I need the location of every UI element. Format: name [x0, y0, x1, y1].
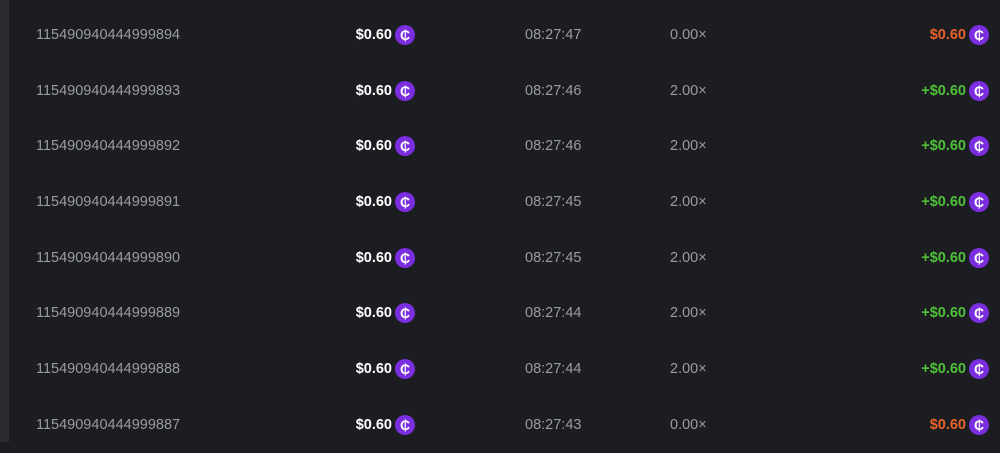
bet-multiplier: 0.00× — [670, 416, 707, 433]
bet-time: 08:27:46 — [525, 82, 582, 99]
bet-time: 08:27:46 — [525, 138, 582, 155]
bet-time: 08:27:43 — [525, 416, 582, 433]
bet-time: 08:27:45 — [525, 249, 582, 266]
bet-multiplier: 2.00× — [670, 360, 707, 377]
bet-payout: +$0.60 ₵ — [921, 191, 989, 212]
cent-coin-icon: ₵ — [969, 247, 989, 268]
bet-multiplier: 2.00× — [670, 82, 707, 99]
cent-coin-icon: ₵ — [969, 24, 989, 45]
bet-time: 08:27:44 — [525, 305, 582, 322]
bet-id: 115490940444999892 — [36, 138, 181, 155]
bet-payout: +$0.60 ₵ — [921, 247, 989, 268]
bet-multiplier: 2.00× — [670, 249, 707, 266]
table-row[interactable]: 115490940444999892 $0.60 ₵ 08:27:46 2.00×… — [9, 118, 1000, 174]
cent-coin-icon: ₵ — [969, 303, 989, 324]
bet-amount-value: $0.60 — [355, 26, 392, 43]
table-row[interactable]: 115490940444999894 $0.60 ₵ 08:27:47 0.00×… — [9, 7, 1000, 63]
bet-amount: $0.60 ₵ — [355, 24, 415, 45]
bet-payout-value: +$0.60 — [921, 249, 966, 266]
cent-coin-icon: ₵ — [395, 303, 415, 324]
bet-amount-value: $0.60 — [355, 193, 392, 210]
bet-multiplier: 2.00× — [670, 305, 707, 322]
bet-id: 115490940444999893 — [36, 82, 181, 99]
table-row[interactable]: 115490940444999887 $0.60 ₵ 08:27:43 0.00×… — [9, 397, 1000, 453]
cent-coin-icon: ₵ — [395, 247, 415, 268]
sidebar-edge — [0, 0, 9, 442]
bet-amount: $0.60 ₵ — [355, 414, 415, 435]
table-row[interactable]: 115490940444999888 $0.60 ₵ 08:27:44 2.00×… — [9, 341, 1000, 397]
bet-payout: $0.60 ₵ — [929, 24, 989, 45]
cent-coin-icon: ₵ — [969, 80, 989, 101]
bets-table: 115490940444999894 $0.60 ₵ 08:27:47 0.00×… — [9, 7, 1000, 453]
bet-payout-value: +$0.60 — [921, 138, 966, 155]
bet-payout: +$0.60 ₵ — [921, 136, 989, 157]
bet-amount: $0.60 ₵ — [355, 247, 415, 268]
bet-multiplier: 2.00× — [670, 193, 707, 210]
bet-payout-value: $0.60 — [929, 26, 966, 43]
bet-multiplier: 2.00× — [670, 138, 707, 155]
table-row[interactable]: 115490940444999891 $0.60 ₵ 08:27:45 2.00×… — [9, 174, 1000, 230]
bet-payout-value: +$0.60 — [921, 360, 966, 377]
bet-id: 115490940444999894 — [36, 26, 181, 43]
cent-coin-icon: ₵ — [395, 414, 415, 435]
cent-coin-icon: ₵ — [395, 136, 415, 157]
cent-coin-icon: ₵ — [969, 191, 989, 212]
bet-amount: $0.60 ₵ — [355, 303, 415, 324]
bet-payout-value: +$0.60 — [921, 305, 966, 322]
bet-amount-value: $0.60 — [355, 82, 392, 99]
cent-coin-icon: ₵ — [969, 136, 989, 157]
bet-payout-value: $0.60 — [929, 416, 966, 433]
cent-coin-icon: ₵ — [395, 80, 415, 101]
bet-amount: $0.60 ₵ — [355, 80, 415, 101]
bet-amount-value: $0.60 — [355, 138, 392, 155]
bet-id: 115490940444999890 — [36, 249, 181, 266]
bet-time: 08:27:44 — [525, 360, 582, 377]
table-row[interactable]: 115490940444999890 $0.60 ₵ 08:27:45 2.00×… — [9, 230, 1000, 286]
bet-amount-value: $0.60 — [355, 305, 392, 322]
table-row[interactable]: 115490940444999889 $0.60 ₵ 08:27:44 2.00×… — [9, 285, 1000, 341]
bet-payout: +$0.60 ₵ — [921, 303, 989, 324]
bet-time: 08:27:47 — [525, 26, 582, 43]
bet-time: 08:27:45 — [525, 193, 582, 210]
bet-amount: $0.60 ₵ — [355, 191, 415, 212]
bet-amount-value: $0.60 — [355, 360, 392, 377]
bet-amount: $0.60 ₵ — [355, 358, 415, 379]
bet-payout: $0.60 ₵ — [929, 414, 989, 435]
bet-id: 115490940444999889 — [36, 305, 181, 322]
bet-payout: +$0.60 ₵ — [921, 358, 989, 379]
bet-multiplier: 0.00× — [670, 26, 707, 43]
bet-payout: +$0.60 ₵ — [921, 80, 989, 101]
cent-coin-icon: ₵ — [395, 358, 415, 379]
bet-id: 115490940444999888 — [36, 360, 181, 377]
bet-id: 115490940444999887 — [36, 416, 181, 433]
bet-amount-value: $0.60 — [355, 249, 392, 266]
cent-coin-icon: ₵ — [969, 414, 989, 435]
bet-amount-value: $0.60 — [355, 416, 392, 433]
bet-payout-value: +$0.60 — [921, 82, 966, 99]
bet-payout-value: +$0.60 — [921, 193, 966, 210]
cent-coin-icon: ₵ — [395, 24, 415, 45]
cent-coin-icon: ₵ — [969, 358, 989, 379]
cent-coin-icon: ₵ — [395, 191, 415, 212]
table-row[interactable]: 115490940444999893 $0.60 ₵ 08:27:46 2.00×… — [9, 63, 1000, 119]
bet-amount: $0.60 ₵ — [355, 136, 415, 157]
bet-id: 115490940444999891 — [36, 193, 181, 210]
